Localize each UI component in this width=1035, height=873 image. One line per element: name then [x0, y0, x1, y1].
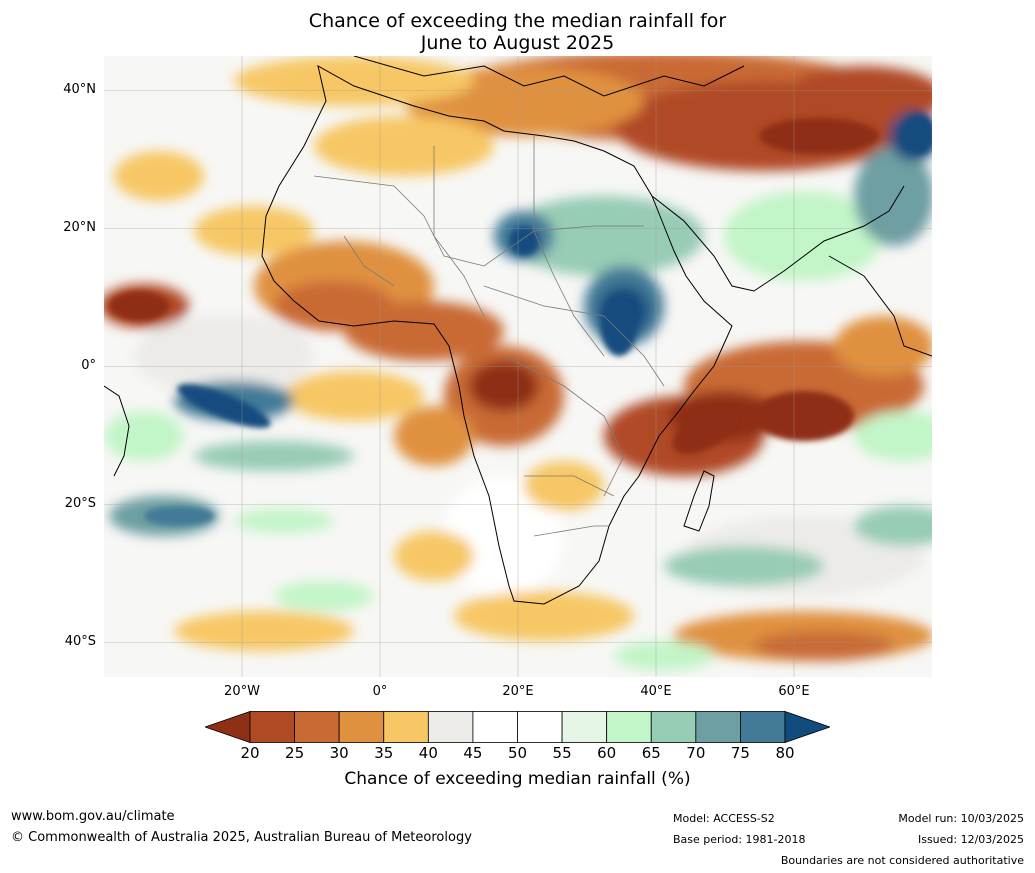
colorbar-bin [338, 711, 385, 743]
graticule [104, 56, 932, 677]
lon-label-0: 0° [372, 684, 388, 699]
colorbar-tick-label: 75 [730, 744, 750, 762]
colorbar-bin [472, 711, 518, 743]
colorbar-bin [249, 711, 295, 743]
country-borders [313, 136, 665, 537]
colorbar-graphic [203, 710, 832, 744]
strong-anomalies [109, 114, 932, 526]
colorbar-extend-high [784, 710, 832, 744]
colorbar-tick-label: 80 [775, 744, 795, 762]
colorbar-bin [561, 711, 608, 743]
colorbar-tick-label: 35 [374, 744, 394, 762]
colorbar-bin [517, 711, 563, 743]
colorbar-bin [294, 711, 340, 743]
title-line-1: Chance of exceeding the median rainfall … [308, 10, 727, 32]
colorbar-bin [383, 711, 429, 743]
colorbar-tick-label: 65 [641, 744, 661, 762]
rainfall-map [104, 56, 932, 677]
boundary-disclaimer: Boundaries are not considered authoritat… [780, 854, 1024, 867]
colorbar-tick-label: 45 [463, 744, 483, 762]
colorbar-label: Chance of exceeding median rainfall (%) [344, 769, 691, 789]
lat-label-20n: 20°N [63, 220, 96, 235]
lon-label-20w: 20°W [224, 684, 260, 699]
copyright-text: © Commonwealth of Australia 2025, Austra… [11, 830, 472, 845]
map-canvas [104, 56, 932, 677]
colorbar-extend-low [203, 710, 251, 744]
lon-label-20e: 20°E [502, 684, 534, 699]
lon-label-40e: 40°E [640, 684, 672, 699]
colorbar-tick-label: 20 [240, 744, 260, 762]
colorbar-bin [606, 711, 652, 743]
colorbar-tick-label: 50 [507, 744, 528, 762]
colorbar-bin [695, 711, 741, 743]
title-line-2: June to August 2025 [420, 32, 615, 54]
colorbar-tick-label: 30 [329, 744, 349, 762]
map-title: Chance of exceeding the median rainfall … [0, 10, 1035, 54]
website-link[interactable]: www.bom.gov.au/climate [11, 809, 175, 824]
colorbar-tick-label: 60 [597, 744, 617, 762]
colorbar-bin [740, 711, 786, 743]
colorbar-bin [650, 711, 697, 743]
lat-label-20s: 20°S [64, 496, 96, 511]
lon-label-60e: 60°E [778, 684, 810, 699]
base-period: Base period: 1981-2018 [673, 833, 806, 846]
colorbar-tick-label: 25 [285, 744, 305, 762]
colorbar [203, 710, 832, 744]
colorbar-tick-label: 70 [686, 744, 706, 762]
colorbar-tick-label: 40 [418, 744, 438, 762]
lat-label-0: 0° [81, 358, 96, 373]
model-name: Model: ACCESS-S2 [673, 812, 775, 825]
lat-label-40n: 40°N [63, 82, 96, 97]
issued-date: Issued: 12/03/2025 [917, 833, 1024, 846]
model-run-date: Model run: 10/03/2025 [898, 812, 1024, 825]
lat-label-40s: 40°S [64, 634, 96, 649]
coastlines [104, 56, 932, 605]
colorbar-tick-label: 55 [552, 744, 572, 762]
colorbar-bin [427, 711, 474, 743]
